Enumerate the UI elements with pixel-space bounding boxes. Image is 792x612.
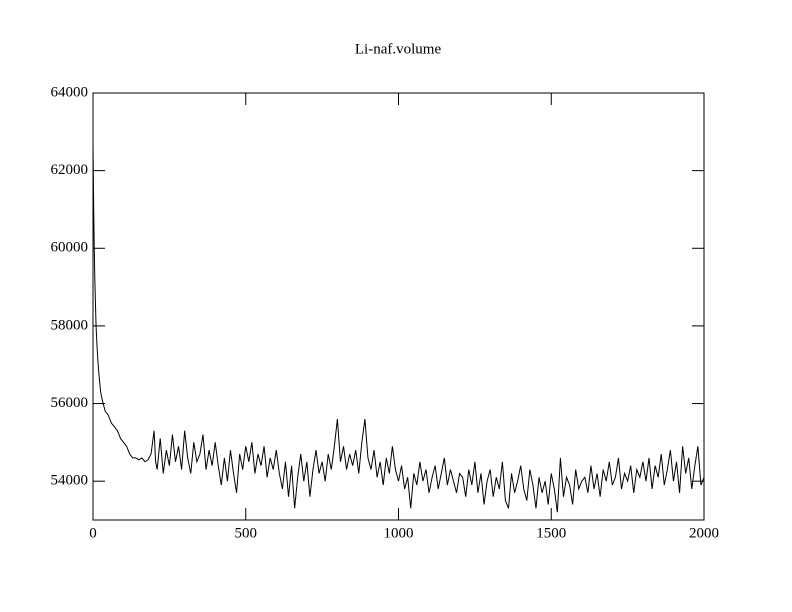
chart-title: Li-naf.volume [355,41,442,57]
y-tick-label: 64000 [51,84,89,100]
x-tick-label: 1000 [384,525,414,541]
y-tick-label: 60000 [51,240,89,256]
y-tick-label: 62000 [51,162,89,178]
data-line [92,143,705,513]
y-tick-label: 58000 [51,317,89,333]
y-tick-label: 56000 [51,395,89,411]
y-tick-label: 54000 [51,473,89,489]
x-tick-label: 2000 [689,525,719,541]
x-tick-label: 1500 [536,525,566,541]
plot-frame [92,92,705,521]
x-tick-label: 0 [89,525,97,541]
x-tick-label: 500 [235,525,258,541]
